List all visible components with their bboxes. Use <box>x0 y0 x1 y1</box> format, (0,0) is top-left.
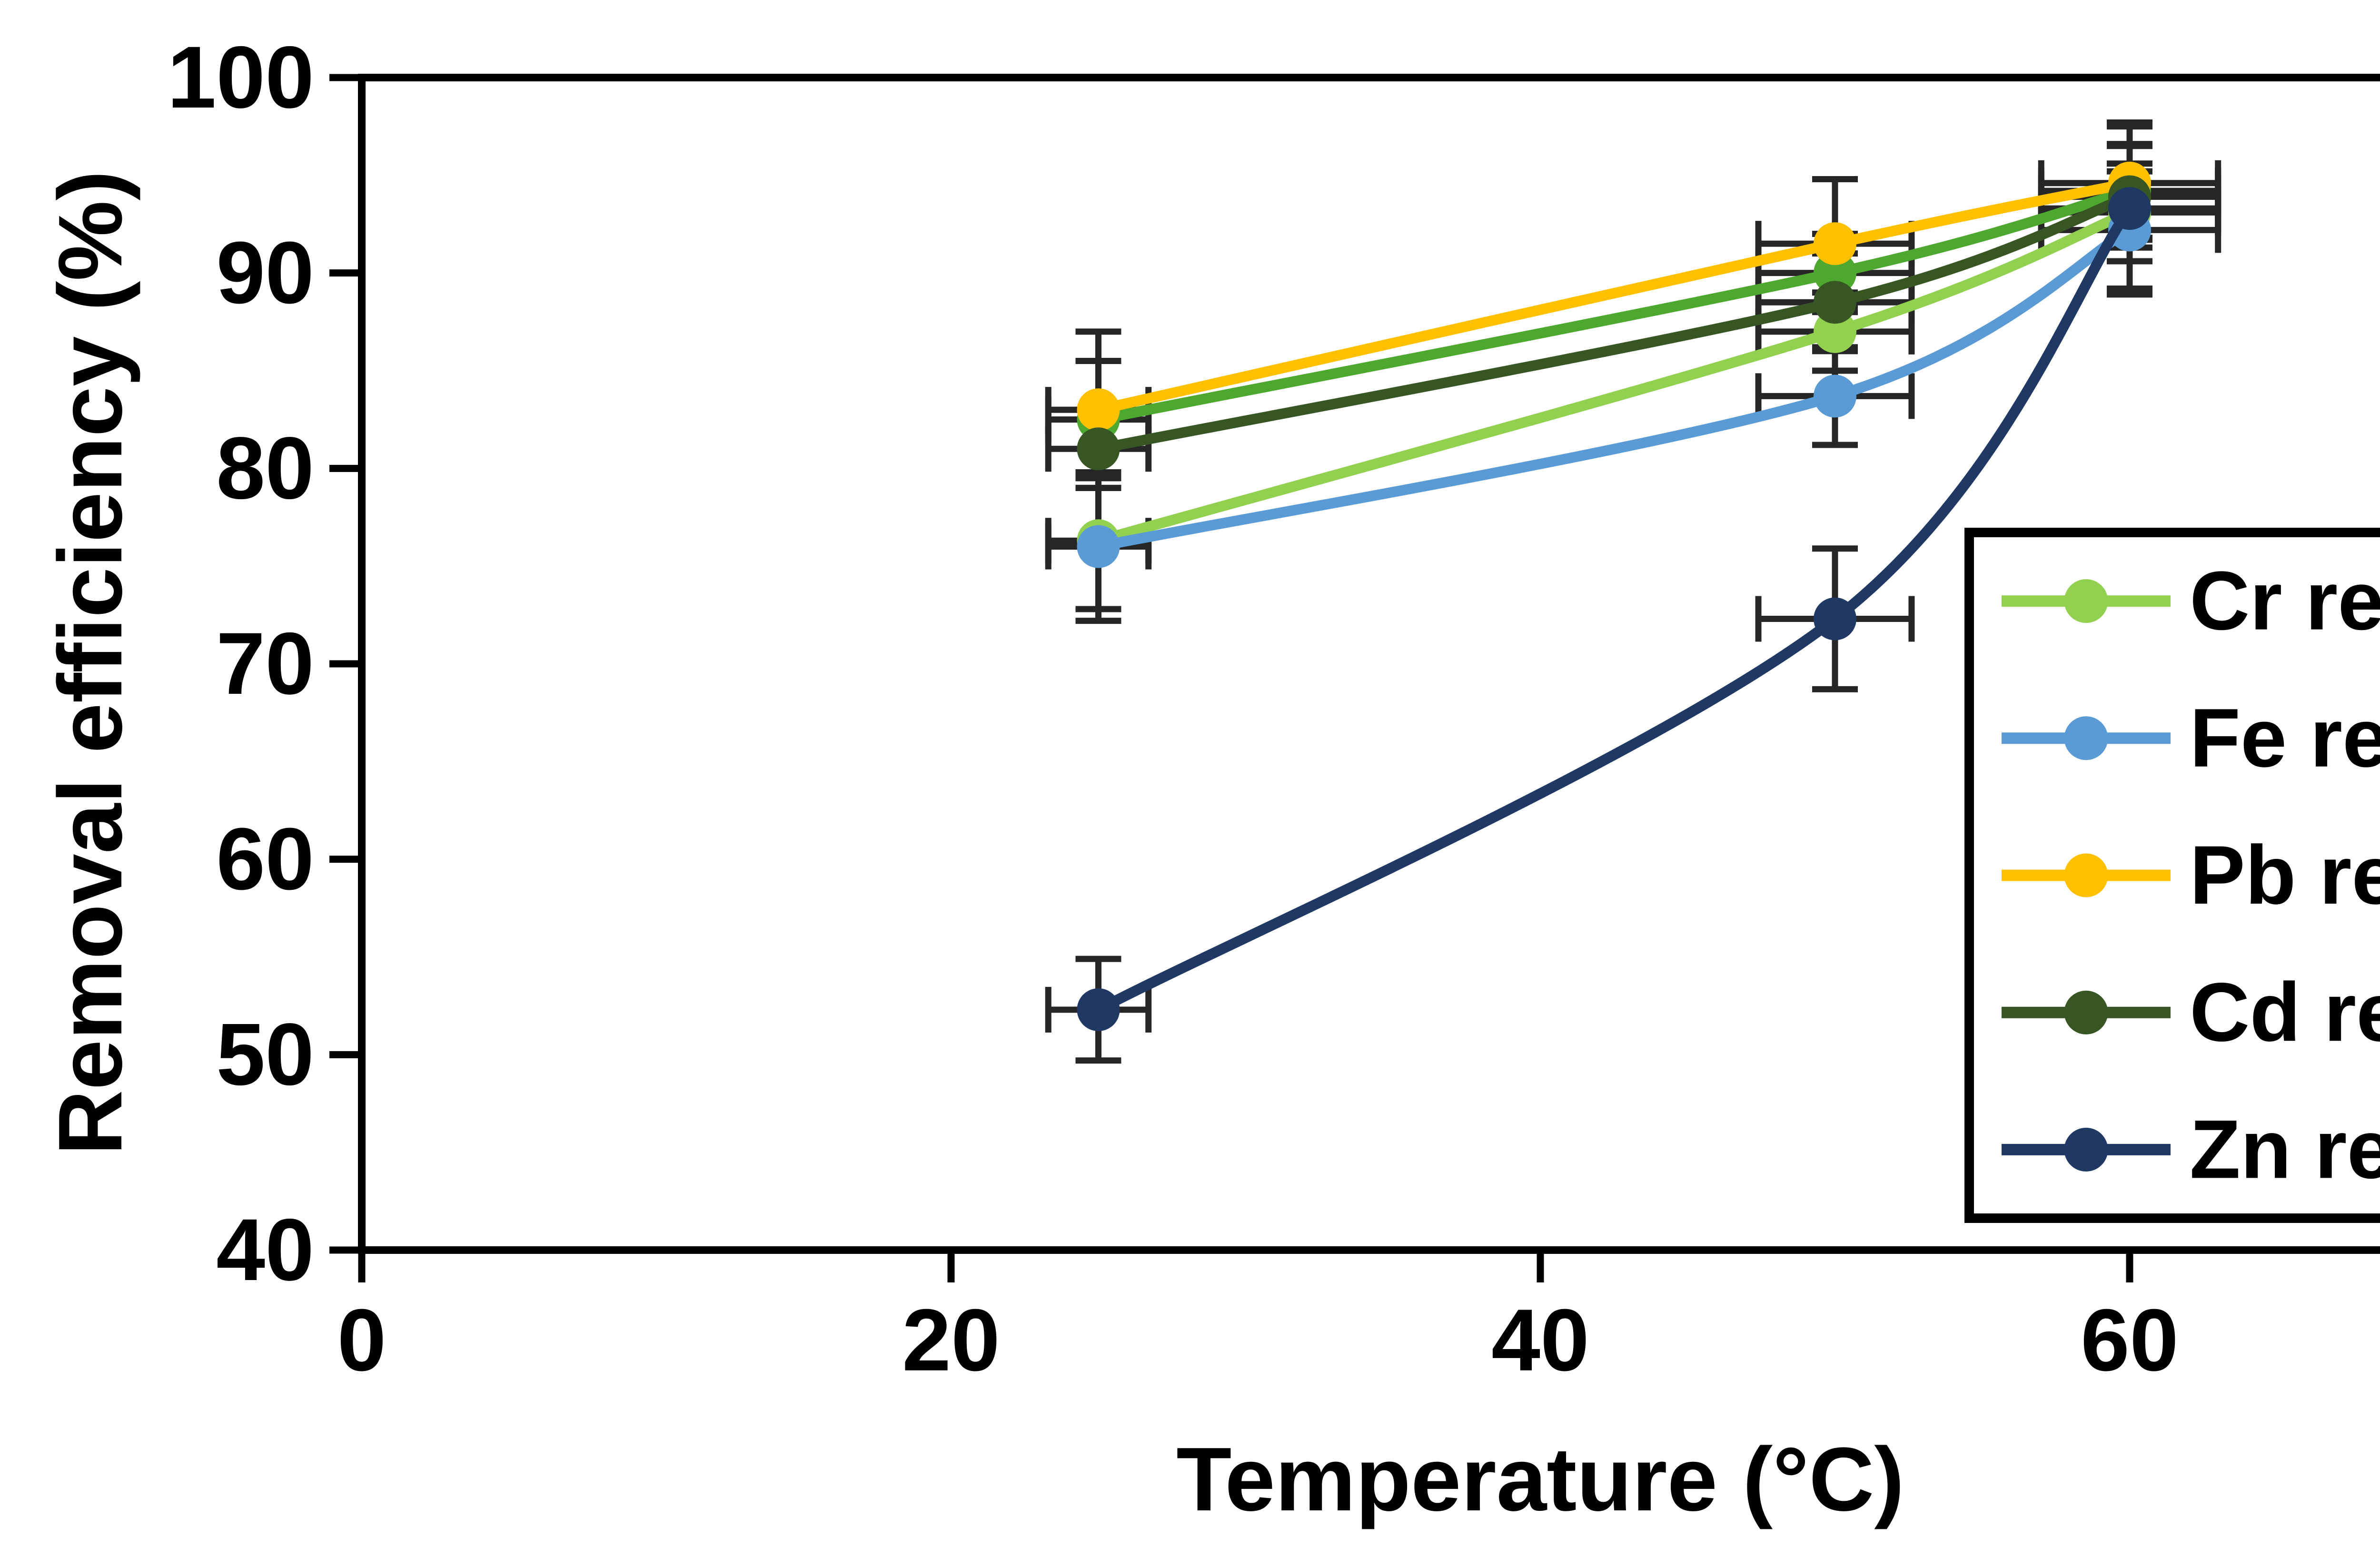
y-tick-label: 90 <box>216 224 314 322</box>
cd-removal-marker <box>1077 427 1120 471</box>
zn-removal-marker <box>2108 187 2151 230</box>
cd-removal-line <box>1093 191 2135 454</box>
y-tick-label: 40 <box>216 1201 314 1299</box>
zn-removal-marker <box>1814 597 1856 641</box>
legend-label-fe-removal: Fe removal <box>2190 692 2380 785</box>
legend-label-cr-removal: Cr removal <box>2190 555 2380 648</box>
legend-entry-cd-removal: Cd removal <box>2002 966 2380 1059</box>
legend-swatch-marker-fe-removal <box>2064 716 2108 760</box>
fe-removal-marker <box>1077 525 1120 568</box>
pb-removal-line <box>1093 177 2135 415</box>
x-tick-label: 40 <box>1491 1291 1589 1389</box>
legend-entry-pb-removal: Pb removal <box>2002 829 2380 922</box>
y-tick-label: 80 <box>216 419 314 517</box>
y-axis-title: Removal efficiency (%) <box>40 170 141 1155</box>
zn-removal-line <box>1093 203 2135 1015</box>
legend-label-zn-removal: Zn removal <box>2190 1103 2380 1196</box>
fe-removal-marker <box>1814 374 1856 418</box>
y-tick-label: 60 <box>216 810 314 908</box>
pb-removal-marker <box>1814 222 1856 266</box>
y-tick-label: 70 <box>216 615 314 713</box>
cd-removal-marker <box>1814 281 1856 324</box>
x-tick-label: 0 <box>337 1291 387 1389</box>
legend-entry-zn-removal: Zn removal <box>2002 1103 2380 1196</box>
cr-removal-line <box>1093 207 2135 546</box>
x-tick-label: 60 <box>2081 1291 2179 1389</box>
cr-removal-marker <box>1814 310 1856 353</box>
x-tick-label: 20 <box>902 1291 1000 1389</box>
unlabeled-green-series-not-i-line <box>1093 186 2135 425</box>
zn-removal-marker <box>1077 988 1120 1031</box>
fe-removal-line <box>1093 225 2135 552</box>
legend-label-cd-removal: Cd removal <box>2190 966 2380 1059</box>
y-tick-label: 50 <box>216 1005 314 1104</box>
y-tick-label: 100 <box>167 29 314 127</box>
pb-removal-marker <box>1077 388 1120 432</box>
x-axis-title: Temperature (°C) <box>1176 1429 1904 1530</box>
legend-swatch-marker-zn-removal <box>2064 1127 2108 1172</box>
legend-swatch-marker-cd-removal <box>2064 990 2108 1035</box>
legend-swatch-marker-cr-removal <box>2064 579 2108 623</box>
legend-swatch-marker-pb-removal <box>2064 853 2108 897</box>
unlabeled-green-series-not-i-marker <box>1814 251 1856 295</box>
legend-entry-fe-removal: Fe removal <box>2002 692 2380 785</box>
legend-entry-cr-removal: Cr removal <box>2002 555 2380 648</box>
legend-label-pb-removal: Pb removal <box>2190 829 2380 922</box>
